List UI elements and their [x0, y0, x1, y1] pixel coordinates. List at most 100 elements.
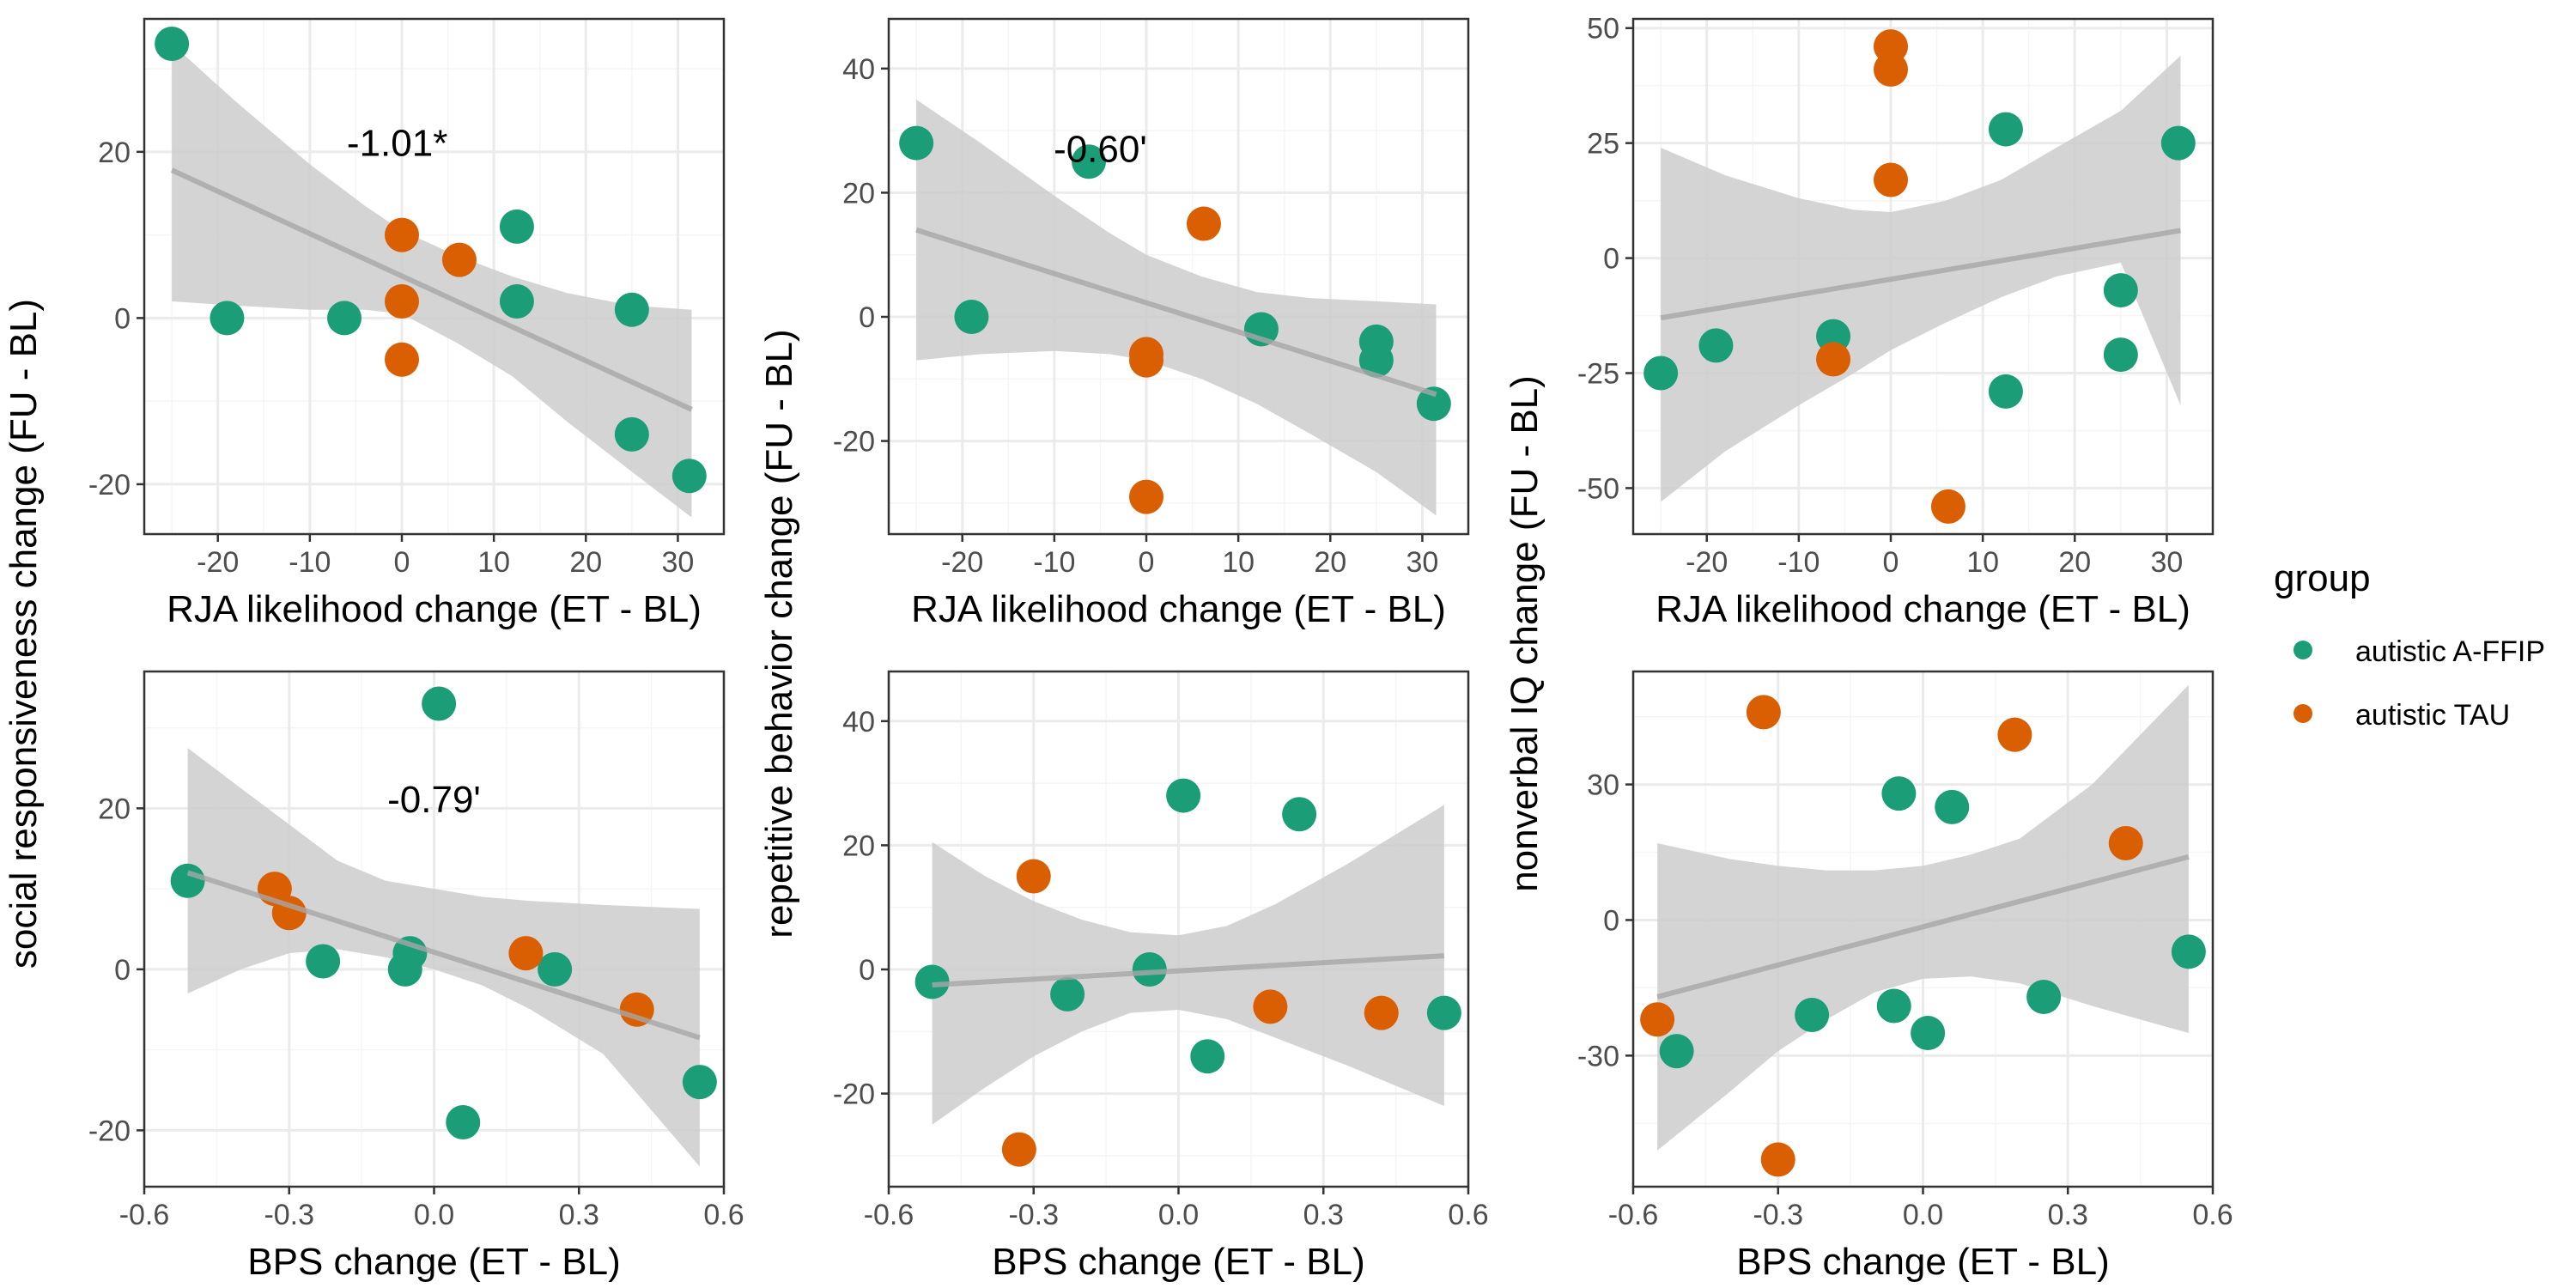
data-point-tau [1874, 162, 1908, 197]
correlation-annotation: -0.60' [1054, 128, 1147, 170]
data-point-tau [1746, 695, 1781, 730]
data-point-a-ffip [499, 209, 534, 244]
x-tick-label: 0.6 [703, 1199, 744, 1231]
data-point-a-ffip [1643, 355, 1679, 391]
x-tick-label: 30 [2151, 546, 2184, 579]
data-point-a-ffip [614, 416, 649, 452]
data-point-a-ffip [1698, 328, 1734, 363]
y-tick-label: 0 [859, 301, 875, 334]
data-point-a-ffip [306, 944, 341, 979]
y-tick-label: -20 [88, 469, 131, 501]
data-point-tau [1129, 479, 1163, 514]
x-tick-label: -10 [289, 546, 331, 579]
data-point-tau [441, 242, 477, 277]
data-point-tau [508, 936, 544, 971]
x-tick-label: -20 [941, 546, 983, 579]
confidence-ribbon [172, 44, 692, 518]
data-point-tau [1640, 1002, 1675, 1037]
x-tick-label: -0.3 [264, 1199, 314, 1231]
data-point-a-ffip [1050, 976, 1085, 1012]
x-tick-label: -0.6 [1608, 1199, 1659, 1231]
row-y-label-right: nonverbal IQ change (FU - BL) [1504, 375, 1546, 892]
data-point-a-ffip [1881, 776, 1917, 811]
y-tick-label: 25 [1587, 128, 1619, 161]
panel-top-left: -20 -10 0 10 20 30 -20 0 20 RJA likelihood change… [88, 17, 726, 630]
x-tick-label: -10 [1777, 546, 1820, 579]
y-tick-label: 0 [1603, 243, 1619, 276]
data-point-a-ffip [422, 686, 457, 721]
data-point-a-ffip [1166, 778, 1201, 813]
legend: group autistic A-FFIP autistic TAU [2274, 557, 2545, 732]
data-point-a-ffip [1282, 797, 1317, 832]
panels-group: -20 -10 0 10 20 30 -20 0 20 RJA likelihood change… [88, 13, 2233, 1283]
data-point-a-ffip [2171, 934, 2206, 969]
y-tick-label: -20 [88, 1115, 131, 1147]
data-point-a-ffip [327, 301, 362, 336]
x-tick-label: 0 [1883, 546, 1899, 579]
x-axis-title: BPS change (ET - BL) [247, 1241, 621, 1283]
y-tick-label: 40 [842, 53, 875, 86]
y-tick-label: 50 [1587, 13, 1619, 46]
x-tick-label: 0.0 [1158, 1199, 1199, 1231]
plot-area-top-right [1643, 29, 2196, 524]
plot-area-bottom-left [170, 686, 717, 1167]
plot-area-bottom-middle [914, 778, 1461, 1167]
x-tick-label: -0.6 [864, 1199, 914, 1231]
x-tick-label: 0.3 [2048, 1199, 2088, 1231]
data-point-a-ffip [1426, 995, 1461, 1030]
x-tick-label: -0.3 [1753, 1199, 1803, 1231]
x-axis-title: RJA likelihood change (ET - BL) [167, 588, 702, 630]
data-point-a-ffip [914, 964, 950, 999]
data-point-a-ffip [1358, 343, 1394, 378]
x-tick-label: 10 [1966, 546, 1999, 579]
data-point-a-ffip [2103, 337, 2138, 373]
regression-line [186, 870, 701, 1041]
correlation-annotation: -1.01* [347, 123, 447, 165]
confidence-ribbon [1657, 684, 2189, 1151]
regression-line [1656, 854, 2190, 999]
data-point-tau [385, 342, 419, 377]
y-tick-label: -20 [833, 426, 875, 459]
x-tick-label: -0.3 [1008, 1199, 1059, 1231]
x-tick-label: 10 [1222, 546, 1255, 579]
y-tick-label: 30 [1587, 769, 1619, 802]
panel-top-middle: -20 -10 0 10 20 30 -20 0 20 40 RJA likelihood chan… [833, 17, 1470, 630]
y-tick-label: 20 [842, 177, 875, 210]
x-tick-label: -20 [1686, 546, 1728, 579]
x-tick-label: 0.6 [1448, 1199, 1488, 1231]
data-point-a-ffip [682, 1065, 717, 1100]
data-point-a-ffip [1795, 998, 1830, 1032]
regression-line [1660, 228, 2181, 321]
confidence-ribbon [916, 99, 1437, 516]
y-tick-label: 40 [842, 706, 875, 738]
data-point-tau [1129, 343, 1163, 378]
x-tick-label: 0 [394, 546, 410, 579]
data-point-a-ffip [2026, 979, 2062, 1014]
data-point-tau [1016, 859, 1051, 894]
x-axis-title: BPS change (ET - BL) [1736, 1241, 2110, 1283]
data-point-tau [1930, 489, 1965, 524]
data-point-tau [1186, 206, 1221, 241]
x-tick-label: 20 [2058, 546, 2091, 579]
data-point-a-ffip [538, 951, 573, 987]
panel-bottom-right: -0.6 -0.3 0.0 0.3 0.6 -30 0 30 BPS change (ET - … [1577, 670, 2233, 1283]
data-point-tau [385, 217, 419, 252]
y-tick-label: 0 [1603, 904, 1619, 937]
panel-bottom-left: -0.6 -0.3 0.0 0.3 0.6 -20 0 20 BPS change (ET - … [88, 670, 744, 1283]
x-tick-label: 0.6 [2192, 1199, 2233, 1231]
x-tick-label: -10 [1033, 546, 1075, 579]
confidence-ribbon [932, 805, 1444, 1125]
panel-border-top-middle [887, 17, 1470, 536]
data-point-a-ffip [170, 863, 205, 898]
x-tick-label: 20 [569, 546, 602, 579]
x-tick-label: 30 [662, 546, 695, 579]
legend-title: group [2274, 557, 2371, 599]
data-point-a-ffip [2103, 273, 2138, 308]
x-tick-label: 0.3 [1303, 1199, 1344, 1231]
data-point-a-ffip [1876, 988, 1911, 1024]
data-point-a-ffip [446, 1105, 481, 1139]
data-point-a-ffip [614, 292, 649, 327]
panel-top-right: -20 -10 0 10 20 30 -50 -25 0 25 50 RJA likelihood c… [1577, 13, 2215, 630]
data-point-a-ffip [1659, 1034, 1694, 1069]
x-tick-label: 0.0 [1903, 1199, 1943, 1231]
